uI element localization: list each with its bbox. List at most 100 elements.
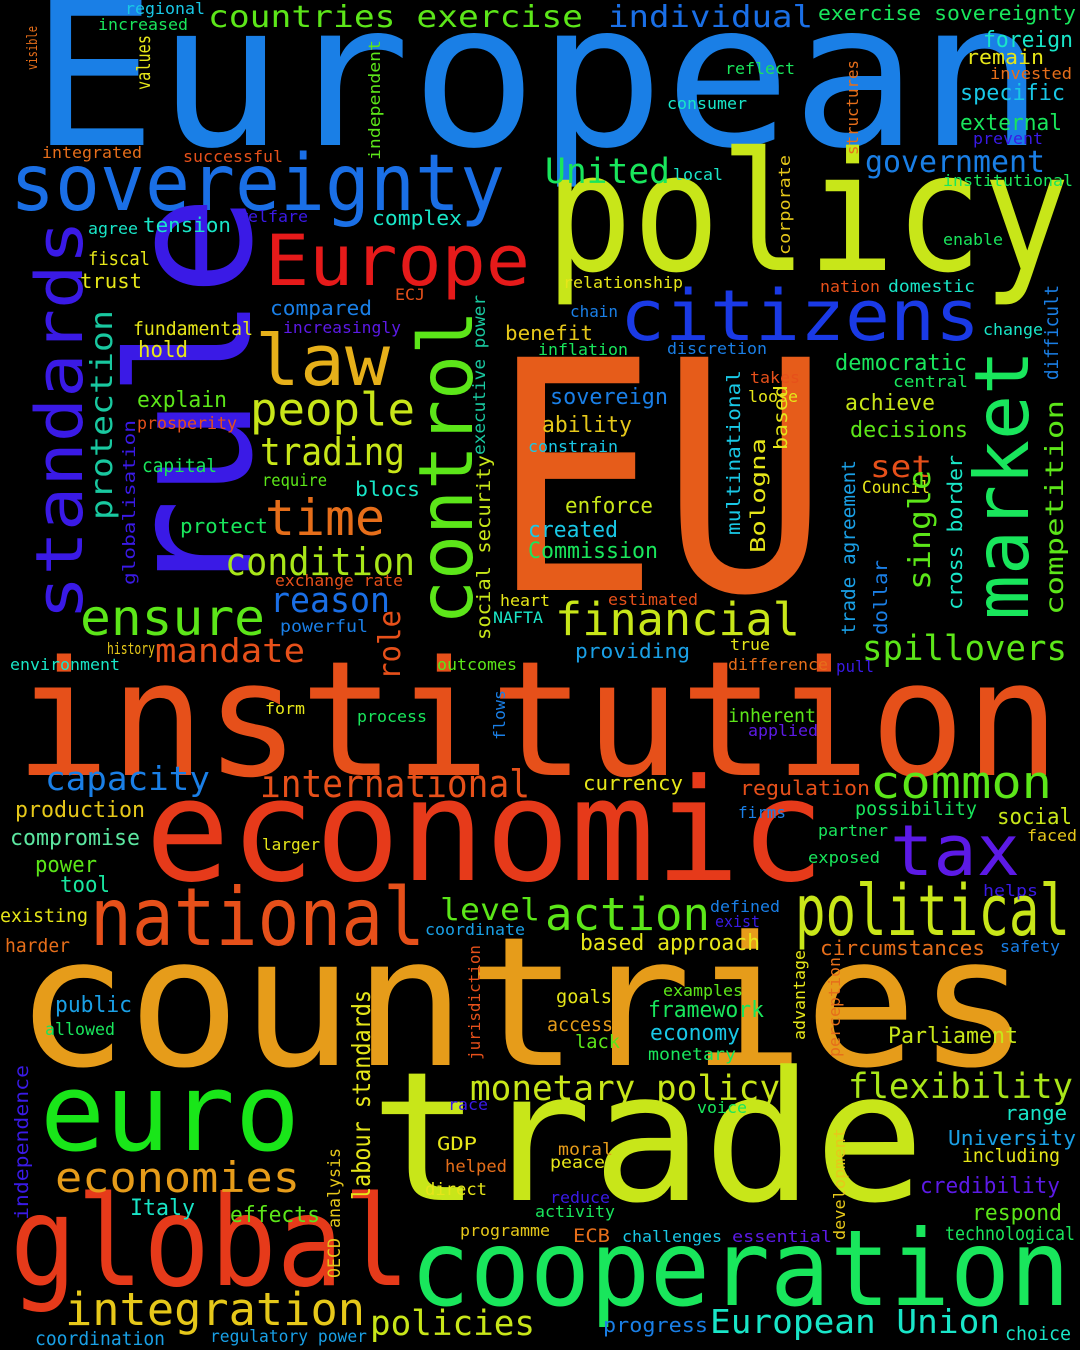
word: capital <box>142 455 217 477</box>
word: rule <box>93 195 291 600</box>
word: values <box>133 35 155 90</box>
word: globalisation <box>120 420 140 585</box>
word: Europe <box>265 220 530 302</box>
word: ECJ <box>395 285 425 304</box>
word: decisions <box>850 418 968 443</box>
word: production <box>15 798 145 823</box>
word: access <box>547 1014 613 1036</box>
word: credibility <box>920 1174 1060 1199</box>
word: economies <box>55 1153 300 1202</box>
word: ECB <box>573 1225 610 1247</box>
word: NAFTA <box>493 608 543 627</box>
word: currency <box>583 771 683 795</box>
word: form <box>265 699 305 718</box>
word: integration <box>65 1283 365 1336</box>
word: people <box>250 383 415 436</box>
word: tension <box>143 213 231 237</box>
word: flexibility <box>848 1067 1073 1107</box>
word: local <box>673 165 723 184</box>
word: level <box>440 893 540 928</box>
word: inherent <box>728 705 816 727</box>
word: regional <box>125 0 205 18</box>
word: institution <box>15 626 1060 813</box>
word: providing <box>575 639 690 663</box>
word: peace <box>550 1153 605 1173</box>
word: euro <box>40 1051 300 1176</box>
word: independent <box>365 40 384 160</box>
word: moral <box>558 1140 613 1160</box>
word: government <box>865 145 1045 180</box>
word: voice <box>697 1098 747 1117</box>
word: foreign <box>983 28 1073 53</box>
word: trade agreement <box>838 460 860 635</box>
word: external <box>960 111 1062 136</box>
word: control <box>402 310 490 625</box>
word: United <box>545 152 670 192</box>
word: coordination <box>35 1328 165 1350</box>
word: countries exercise <box>208 0 583 35</box>
word: direct <box>425 1180 487 1200</box>
word: difficult <box>1041 285 1063 380</box>
word: financial <box>555 593 800 646</box>
word: environment <box>10 655 120 674</box>
word: relationship <box>563 273 683 292</box>
word: including <box>962 1145 1060 1167</box>
word: structures <box>843 60 862 155</box>
word: loose <box>748 387 798 406</box>
word: visible <box>25 26 41 70</box>
word: increased <box>98 15 188 34</box>
word: economic <box>145 749 825 914</box>
word: capacity <box>45 759 210 798</box>
word: Parliament <box>888 1024 1018 1049</box>
word: created <box>528 518 618 543</box>
word: enable <box>943 230 1003 249</box>
word: pull <box>836 657 874 676</box>
word: blocs <box>355 477 420 501</box>
word: true <box>730 635 770 654</box>
word: powerful <box>280 617 368 637</box>
word: inflation <box>538 340 628 359</box>
word: possibility <box>855 798 977 820</box>
word: national <box>90 871 425 964</box>
word: exist <box>715 912 760 931</box>
word: activity <box>535 1202 615 1221</box>
word: faced <box>1027 826 1077 845</box>
word: European <box>30 0 1045 193</box>
word: market <box>958 350 1046 620</box>
word: prosperity <box>137 414 237 434</box>
word: multinational <box>723 370 745 535</box>
word: cooperation <box>410 1208 1070 1330</box>
word: regulation <box>740 776 870 800</box>
word: difference <box>728 655 828 674</box>
word: applied <box>748 721 818 740</box>
word: single <box>903 470 938 590</box>
word: policies <box>370 1304 535 1344</box>
word: based approach <box>580 931 760 956</box>
word: exchange rate <box>275 571 403 590</box>
word: explain <box>137 388 227 413</box>
word: based <box>770 385 792 450</box>
word: require <box>262 471 327 491</box>
word: democratic <box>835 351 967 376</box>
word: fiscal <box>88 248 150 270</box>
word: welfare <box>238 207 308 226</box>
word: development <box>830 1128 849 1240</box>
word: flows <box>490 690 509 740</box>
word: achieve <box>845 391 935 416</box>
word: challenges <box>622 1227 722 1246</box>
word: economy <box>650 1021 740 1046</box>
word: partner <box>818 821 888 840</box>
word: condition <box>225 540 415 584</box>
word: tool <box>60 873 110 898</box>
word: perception <box>825 957 844 1057</box>
word: safety <box>1000 937 1060 956</box>
word: exercise sovereignty <box>818 1 1076 25</box>
word: standards <box>23 220 98 620</box>
word: technological <box>945 1223 1075 1245</box>
word: institutional <box>943 171 1073 190</box>
word: Council <box>862 478 930 498</box>
word: executive power <box>470 295 490 455</box>
word: public <box>55 993 132 1018</box>
word: race <box>448 1095 488 1114</box>
word: countries <box>15 899 1030 1108</box>
